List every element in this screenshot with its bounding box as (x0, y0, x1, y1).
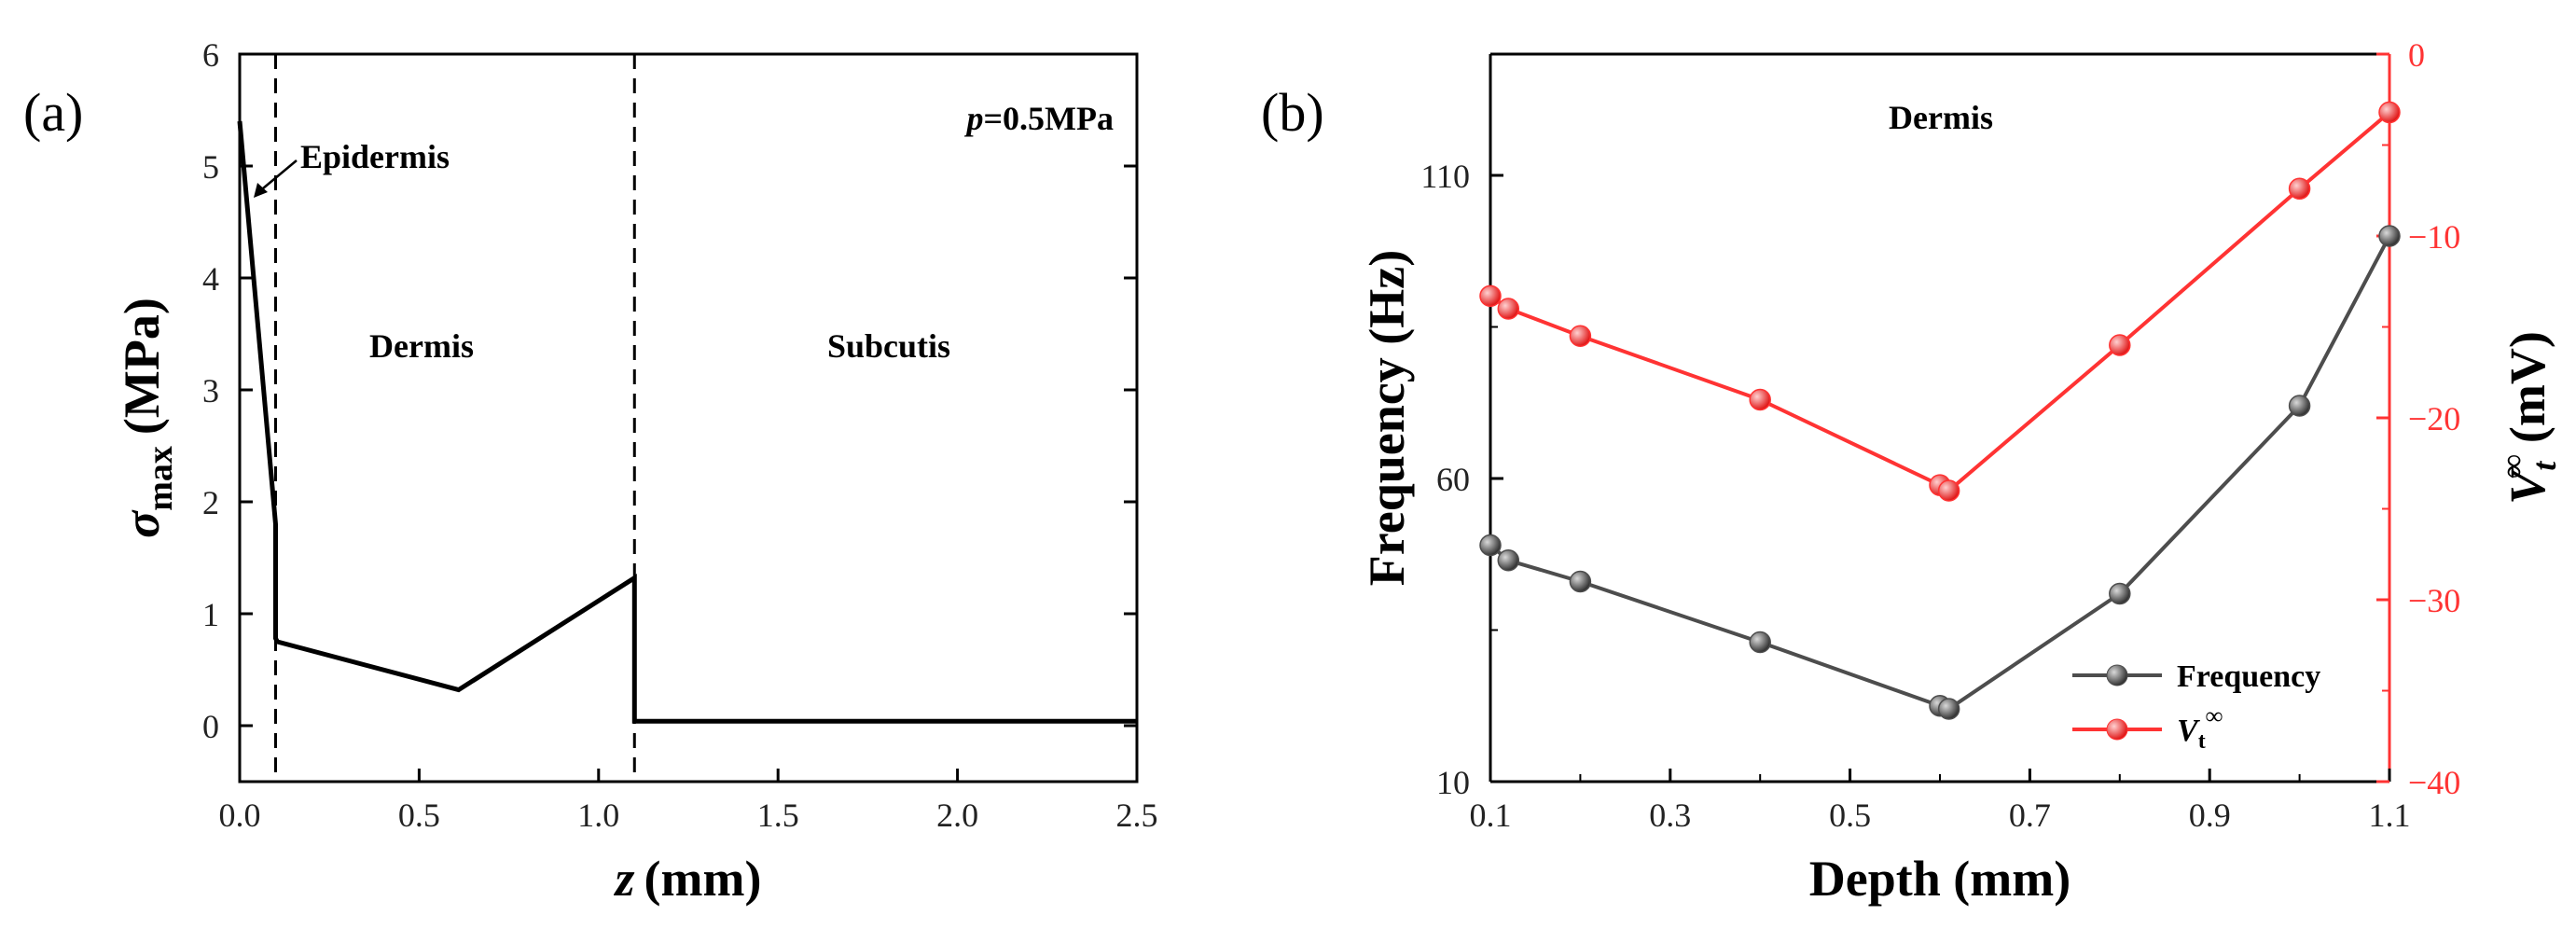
panel-b-x-tick-label: 0.7 (2009, 797, 2051, 834)
panel-a-letter: (a) (23, 82, 83, 143)
vt-point (1497, 298, 1520, 320)
panel-b-letter: (b) (1261, 82, 1324, 143)
panel-b-left-tick-label: 10 (1436, 764, 1470, 801)
frequency-point (1749, 631, 1771, 654)
panel-b-left-tick-label: 60 (1436, 461, 1470, 498)
vt-series-points (1479, 101, 2401, 502)
vt-point (1937, 479, 1960, 502)
panel-b-right-tick-label: −30 (2408, 582, 2460, 619)
panel-b-x-tick-label: 0.1 (1470, 797, 1512, 834)
panel-a: (a) 0.0 0.5 1.0 1.5 2.0 2.5 0 1 2 3 4 5 6 Epidermis… (23, 36, 1158, 907)
panel-b-right-tick-label: −20 (2408, 400, 2460, 437)
panel-b-right-ticks: −40 −30 −20 −10 0 (2376, 36, 2460, 801)
panel-a-y-tick-label: 1 (202, 596, 219, 633)
frequency-point (1479, 534, 1502, 557)
legend: Frequency Vt∞ (2072, 659, 2320, 754)
epidermis-label: Epidermis (300, 138, 450, 175)
panel-a-x-tick-label: 1.0 (577, 797, 619, 834)
frequency-point (1937, 698, 1960, 720)
panel-a-y-axis-title: σmax(MPa) (114, 298, 180, 538)
panel-a-x-tick-label: 2.0 (936, 797, 978, 834)
panel-a-x-tick-label: 2.5 (1116, 797, 1158, 834)
vt-series-line (1489, 110, 2391, 493)
frequency-point (1497, 549, 1520, 572)
legend-vt-label: Vt∞ (2177, 702, 2223, 754)
panel-b-x-tick-label: 0.5 (1829, 797, 1871, 834)
panel-a-x-tick-label: 1.5 (757, 797, 799, 834)
panel-a-y-tick-label: 0 (202, 708, 219, 745)
panel-a-y-tick-label: 4 (202, 260, 219, 298)
pressure-symbol: p (964, 100, 984, 137)
panel-b-x-tick-label: 0.3 (1649, 797, 1691, 834)
dermis-label: Dermis (369, 327, 474, 365)
panel-a-y-tick-label: 2 (202, 484, 219, 521)
legend-frequency-label: Frequency (2177, 659, 2320, 694)
dermis-region-label: Dermis (1889, 99, 1993, 136)
panel-a-x-ticks: 0.0 0.5 1.0 1.5 2.0 2.5 (219, 769, 1158, 834)
subcutis-label: Subcutis (827, 327, 950, 365)
frequency-point (1569, 570, 1592, 593)
pressure-annotation: p=0.5MPa (964, 100, 1114, 137)
panel-b-right-tick-label: 0 (2408, 36, 2425, 74)
pressure-value: =0.5MPa (984, 100, 1114, 137)
frequency-point (2288, 395, 2311, 417)
panel-a-y-tick-label: 5 (202, 148, 219, 186)
panel-b-right-tick-label: −40 (2408, 764, 2460, 801)
panel-b-right-tick-label: −10 (2408, 218, 2460, 256)
panel-a-x-axis-title: z (mm) (614, 851, 762, 907)
vt-point (1479, 284, 1502, 308)
panel-b-x-tick-label: 1.1 (2369, 797, 2411, 834)
panel-b-x-axis-title: Depth (mm) (1809, 851, 2070, 907)
frequency-series-points (1479, 225, 2401, 720)
legend-frequency-marker (2106, 664, 2128, 686)
panel-a-x-tick-label: 0.5 (398, 797, 440, 834)
panel-a-y-tick-label: 6 (202, 36, 219, 74)
panel-a-frame (238, 52, 1139, 783)
frequency-point (2378, 225, 2401, 247)
frequency-point (2109, 582, 2131, 605)
panel-b-x-ticks: 0.1 0.3 0.5 0.7 0.9 1.1 (1470, 769, 2411, 834)
sigma-max-curve (237, 120, 1137, 724)
vt-point (1569, 325, 1592, 347)
vt-point (1749, 388, 1771, 411)
legend-vt-marker (2106, 718, 2128, 741)
panel-b-left-ticks: 10 60 110 (1420, 158, 1503, 801)
panel-a-x-tick-label: 0.0 (219, 797, 261, 834)
panel-b-left-tick-label: 110 (1420, 158, 1470, 195)
vt-point (2109, 334, 2131, 356)
panel-b-right-axis-title: Vt∞(mV) (2494, 331, 2563, 505)
panel-b-x-tick-label: 0.9 (2189, 797, 2231, 834)
panel-a-y-ticks: 0 1 2 3 4 5 6 (202, 36, 1137, 745)
vt-point (2288, 177, 2311, 201)
frequency-series-line (1489, 235, 2391, 712)
vt-point (2378, 101, 2401, 124)
panel-b: (b) 0.1 0.3 0.5 0.7 0.9 1.1 10 60 110 −40 −30 −20… (1261, 36, 2563, 907)
panel-a-y-tick-label: 3 (202, 372, 219, 409)
epidermis-arrow (254, 159, 298, 198)
panel-b-left-axis-title: Frequency (Hz) (1359, 250, 1415, 586)
